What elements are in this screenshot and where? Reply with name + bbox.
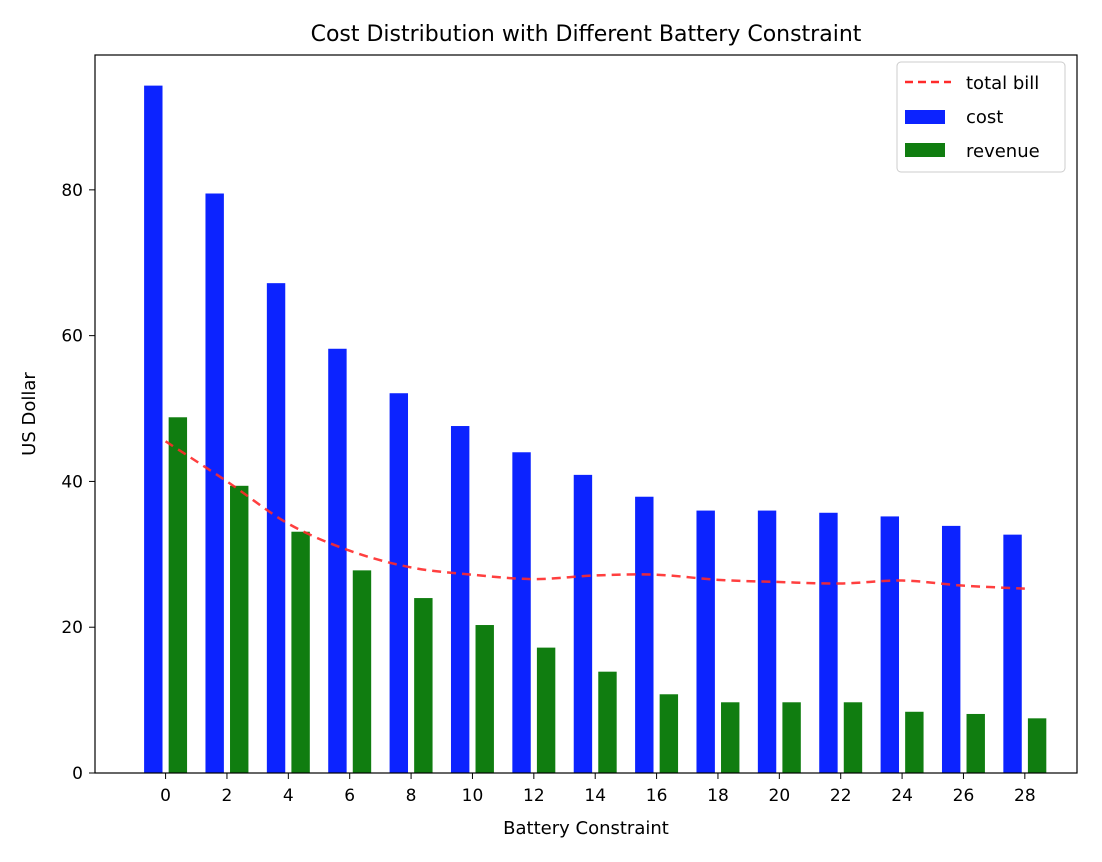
cost-bar-14 — [573, 474, 593, 773]
x-tick-label-20: 20 — [769, 786, 791, 806]
x-tick-label-14: 14 — [584, 786, 606, 806]
revenue-bar-22 — [843, 702, 863, 773]
cost-bar-26 — [941, 525, 961, 773]
revenue-bar-0 — [168, 417, 188, 773]
y-tick-label-20: 20 — [61, 618, 83, 638]
x-tick-label-2: 2 — [222, 786, 233, 806]
revenue-bar-4 — [291, 531, 310, 773]
revenue-bar-14 — [598, 671, 617, 773]
x-axis: 0 2 4 6 8 10 12 14 16 18 20 22 24 26 28 — [160, 773, 1036, 806]
cost-bar-0 — [144, 85, 163, 774]
x-tick-label-8: 8 — [406, 786, 417, 806]
revenue-bar-8 — [414, 598, 433, 773]
total-bill-line — [164, 440, 1025, 590]
cost-bar-18 — [696, 510, 715, 773]
revenue-bar-6 — [352, 570, 372, 773]
legend-total-bill-label: total bill — [966, 73, 1039, 94]
legend: total bill cost revenue — [896, 61, 1066, 173]
cost-bar-2 — [205, 193, 224, 773]
chart-title: Cost Distribution with Different Battery… — [311, 22, 862, 47]
x-tick-label-10: 10 — [462, 786, 484, 806]
revenue-bar-18 — [721, 702, 740, 773]
legend-cost-label: cost — [966, 107, 1003, 128]
cost-bar-22 — [819, 512, 838, 773]
cost-bar-4 — [266, 283, 286, 773]
revenue-bar-12 — [536, 647, 556, 773]
x-tick-label-22: 22 — [830, 786, 852, 806]
revenue-bar-26 — [966, 713, 985, 773]
revenue-bar-20 — [782, 702, 801, 773]
cost-bar-16 — [635, 496, 654, 773]
line-layer — [164, 440, 1025, 590]
cost-bar-20 — [757, 510, 777, 773]
revenue-bar-10 — [475, 625, 494, 773]
cost-bar-8 — [389, 393, 409, 773]
legend-revenue-label: revenue — [966, 141, 1040, 162]
y-tick-label-0: 0 — [72, 764, 83, 784]
x-tick-label-24: 24 — [891, 786, 913, 806]
cost-bar-12 — [512, 452, 531, 773]
cost-bar-10 — [450, 426, 470, 773]
revenue-bar-28 — [1027, 718, 1047, 773]
y-tick-label-40: 40 — [61, 472, 83, 492]
x-axis-label: Battery Constraint — [503, 818, 669, 839]
x-tick-label-28: 28 — [1014, 786, 1036, 806]
y-axis: 0 20 40 60 80 — [61, 181, 95, 784]
plot-frame — [94, 54, 1078, 774]
revenue-bar-2 — [230, 485, 249, 773]
y-axis-label: US Dollar — [19, 372, 40, 456]
legend-revenue-swatch — [905, 143, 945, 157]
x-tick-label-4: 4 — [283, 786, 294, 806]
x-tick-label-26: 26 — [953, 786, 975, 806]
x-tick-label-0: 0 — [160, 786, 171, 806]
x-tick-label-6: 6 — [344, 786, 355, 806]
x-tick-label-12: 12 — [523, 786, 545, 806]
legend-cost-swatch — [905, 110, 945, 124]
x-tick-label-16: 16 — [646, 786, 668, 806]
x-tick-label-18: 18 — [707, 786, 729, 806]
bars-layer — [144, 85, 1047, 774]
cost-bar-6 — [328, 348, 347, 773]
cost-bar-24 — [880, 516, 900, 773]
revenue-bar-16 — [659, 694, 679, 773]
cost-bar-28 — [1003, 534, 1022, 773]
y-tick-label-80: 80 — [61, 181, 83, 201]
revenue-bar-24 — [905, 711, 924, 773]
y-tick-label-60: 60 — [61, 327, 83, 347]
